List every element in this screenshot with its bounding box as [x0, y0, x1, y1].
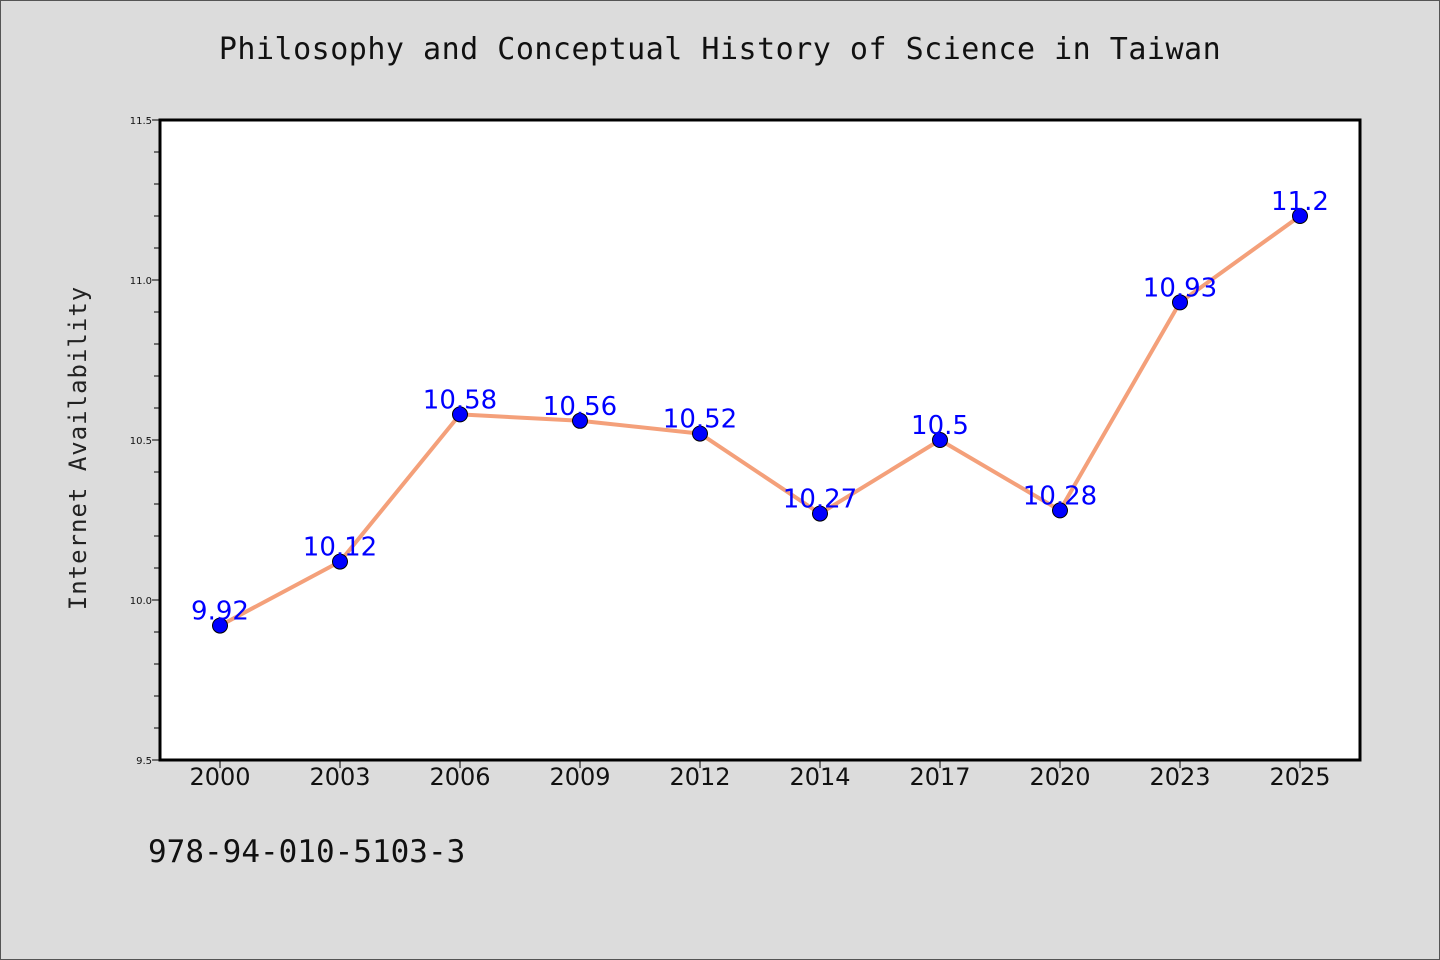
x-tick-label: 2012	[669, 763, 730, 791]
data-label: 9.92	[191, 597, 249, 627]
data-point-marker	[572, 412, 588, 429]
y-tick-label: 10.0	[130, 596, 152, 607]
series-markers-group	[212, 208, 1308, 634]
data-label: 11.2	[1271, 187, 1329, 217]
data-point-marker	[812, 505, 828, 522]
data-point-marker	[1172, 294, 1188, 311]
data-label: 10.52	[663, 405, 737, 435]
data-point-marker	[452, 406, 468, 423]
data-point-marker	[1052, 502, 1068, 519]
x-tick-label: 2020	[1029, 763, 1090, 791]
data-label: 10.58	[423, 385, 497, 415]
y-tick-label: 11.5	[130, 116, 152, 127]
data-point-marker	[932, 432, 948, 448]
series-line-group	[218, 214, 1302, 628]
x-tick-label: 2003	[309, 763, 370, 791]
y-tick-label: 11.0	[130, 276, 152, 287]
data-point-marker	[212, 617, 228, 634]
x-tick-label: 2025	[1269, 763, 1330, 791]
x-tick-label: 2009	[549, 763, 610, 791]
series-line	[218, 214, 1302, 628]
x-tick-label: 2017	[909, 763, 970, 791]
data-label: 10.56	[543, 392, 617, 422]
data-label: 10.12	[303, 533, 377, 563]
data-label: 10.93	[1143, 273, 1217, 303]
data-point-marker	[692, 425, 708, 442]
x-tick-label: 2023	[1149, 763, 1210, 791]
x-tick-label: 2014	[789, 763, 850, 791]
data-point-marker	[332, 553, 348, 570]
x-tick-label: 2000	[189, 763, 250, 791]
y-tick-label: 9.5	[136, 756, 152, 767]
data-point-marker	[1292, 208, 1308, 224]
isbn-caption: 978-94-010-5103-3	[148, 834, 466, 870]
x-tick-label: 2006	[429, 763, 490, 791]
chart-title: Philosophy and Conceptual History of Sci…	[218, 32, 1222, 67]
data-label: 10.27	[783, 485, 857, 515]
x-axis: 2000 2003 2006 2009 2012 2014 2017 2020 2023 2025	[189, 760, 1331, 791]
data-label: 10.5	[911, 411, 969, 441]
data-label: 10.28	[1023, 481, 1097, 511]
plot-area	[158, 118, 1362, 762]
data-labels-group: 9.92 10.12 10.58 10.56 10.52 10.27 10.5 10.28 10…	[191, 187, 1329, 627]
y-axis: 9.5 10.0 10.5 11.0 11.5	[130, 116, 160, 767]
y-tick-label: 10.5	[130, 436, 152, 447]
y-axis-label: Internet Availability	[64, 286, 92, 610]
